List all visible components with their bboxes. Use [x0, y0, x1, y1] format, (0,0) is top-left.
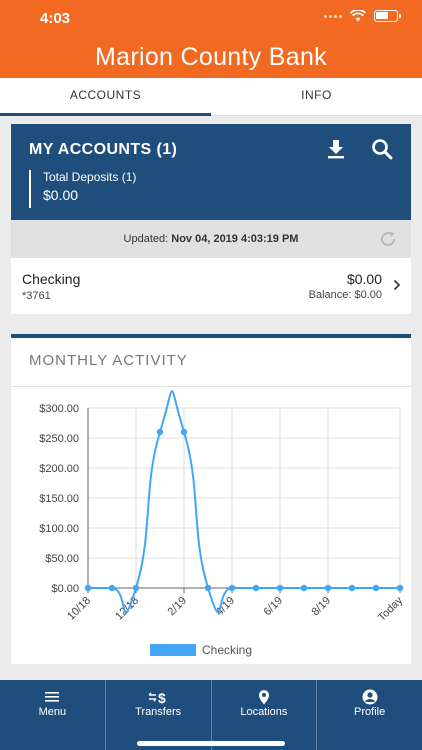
monthly-activity-chart: $300.00 $250.00 $200.00 $150.00 $100.00 $50.0… — [39, 390, 406, 624]
nav-profile[interactable]: Profile — [317, 680, 422, 750]
series-point-checking — [108, 584, 116, 592]
x-tick-label: 6/19 — [261, 595, 285, 619]
series-point-checking — [84, 584, 92, 592]
series-point-checking — [372, 584, 380, 592]
transfers-icon: $ — [148, 690, 166, 705]
updated-bar: Updated: Nov 04, 2019 4:03:19 PM — [11, 220, 411, 258]
updated-prefix: Updated: — [123, 233, 169, 245]
nav-locations-label: Locations — [240, 706, 288, 718]
monthly-activity-card: MONTHLY ACTIVITY $300.00 $250.00 $200.00 $1… — [11, 334, 411, 664]
y-tick-label: $50.00 — [45, 553, 79, 565]
my-accounts-card: MY ACCOUNTS (1) Total Deposits (1) $0.00 — [11, 124, 411, 220]
series-point-checking — [396, 584, 404, 592]
nav-menu[interactable]: Menu — [0, 680, 106, 750]
legend-label-checking: Checking — [202, 643, 253, 657]
status-time: 4:03 — [40, 10, 71, 27]
legend-swatch-checking — [150, 644, 196, 656]
my-accounts-count: (1) — [156, 141, 178, 158]
tab-accounts[interactable]: ACCOUNTS — [0, 78, 211, 116]
series-point-checking — [180, 428, 188, 436]
x-tick-label: 12/18 — [113, 595, 141, 623]
x-tick-label: Today — [376, 594, 406, 624]
updated-text: Updated: Nov 04, 2019 4:03:19 PM — [11, 233, 411, 245]
x-tick-label: 8/19 — [309, 595, 333, 619]
y-tick-label: $0.00 — [51, 583, 79, 595]
nav-menu-label: Menu — [38, 706, 67, 718]
download-icon[interactable] — [326, 139, 346, 159]
app-header: Marion County Bank — [0, 36, 422, 78]
x-tick-label: 10/18 — [65, 595, 93, 623]
account-balance: Balance: $0.00 — [308, 289, 382, 301]
status-bar: 4:03 — [0, 0, 422, 36]
series-point-checking — [156, 428, 164, 436]
location-pin-icon — [258, 690, 269, 705]
my-accounts-label: MY ACCOUNTS — [29, 141, 152, 158]
svg-text:$: $ — [158, 690, 166, 705]
total-deposits-label: Total Deposits (1) — [43, 170, 137, 184]
bottom-nav: Menu $ Transfers Locations Profile — [0, 680, 422, 750]
activity-divider — [11, 386, 411, 387]
series-point-checking — [204, 584, 212, 592]
nav-transfers-label: Transfers — [135, 706, 182, 718]
total-deposits-value: $0.00 — [43, 187, 79, 203]
y-tick-label: $150.00 — [39, 493, 79, 505]
y-tick-label: $200.00 — [39, 463, 79, 475]
battery-icon — [374, 10, 401, 22]
signal-icon — [324, 14, 342, 18]
status-icons — [324, 10, 401, 22]
y-tick-label: $250.00 — [39, 433, 79, 445]
total-deposits: Total Deposits (1) $0.00 — [29, 170, 136, 208]
chevron-right-icon — [393, 279, 401, 291]
tab-info[interactable]: INFO — [301, 88, 332, 102]
wifi-icon — [350, 10, 366, 22]
series-point-checking — [300, 584, 308, 592]
app-title: Marion County Bank — [95, 43, 327, 71]
nav-transfers[interactable]: $ Transfers — [106, 680, 212, 750]
menu-icon — [45, 692, 60, 702]
nav-profile-label: Profile — [354, 706, 386, 718]
refresh-icon[interactable] — [379, 230, 397, 248]
profile-icon — [362, 689, 378, 705]
monthly-activity-title: MONTHLY ACTIVITY — [29, 352, 188, 369]
account-number: *3761 — [22, 290, 51, 302]
series-point-checking — [324, 584, 332, 592]
tab-bar: ACCOUNTS INFO — [0, 78, 422, 116]
x-tick-label: 4/19 — [213, 595, 237, 619]
updated-timestamp: Nov 04, 2019 4:03:19 PM — [171, 233, 299, 245]
series-point-checking — [252, 584, 260, 592]
account-name: Checking — [22, 271, 81, 287]
account-row-checking[interactable]: Checking *3761 $0.00 Balance: $0.00 — [11, 258, 411, 314]
y-tick-label: $300.00 — [39, 403, 79, 415]
my-accounts-title: MY ACCOUNTS (1) — [29, 141, 177, 159]
series-line-checking — [87, 390, 400, 614]
x-tick-label: 2/19 — [165, 595, 189, 619]
y-tick-label: $100.00 — [39, 523, 79, 535]
series-point-checking — [228, 584, 236, 592]
nav-locations[interactable]: Locations — [212, 680, 318, 750]
series-point-checking — [276, 584, 284, 592]
home-indicator — [137, 741, 285, 746]
search-icon[interactable] — [371, 138, 393, 160]
series-point-checking — [348, 584, 356, 592]
account-amount: $0.00 — [346, 271, 382, 287]
series-point-checking — [132, 584, 140, 592]
